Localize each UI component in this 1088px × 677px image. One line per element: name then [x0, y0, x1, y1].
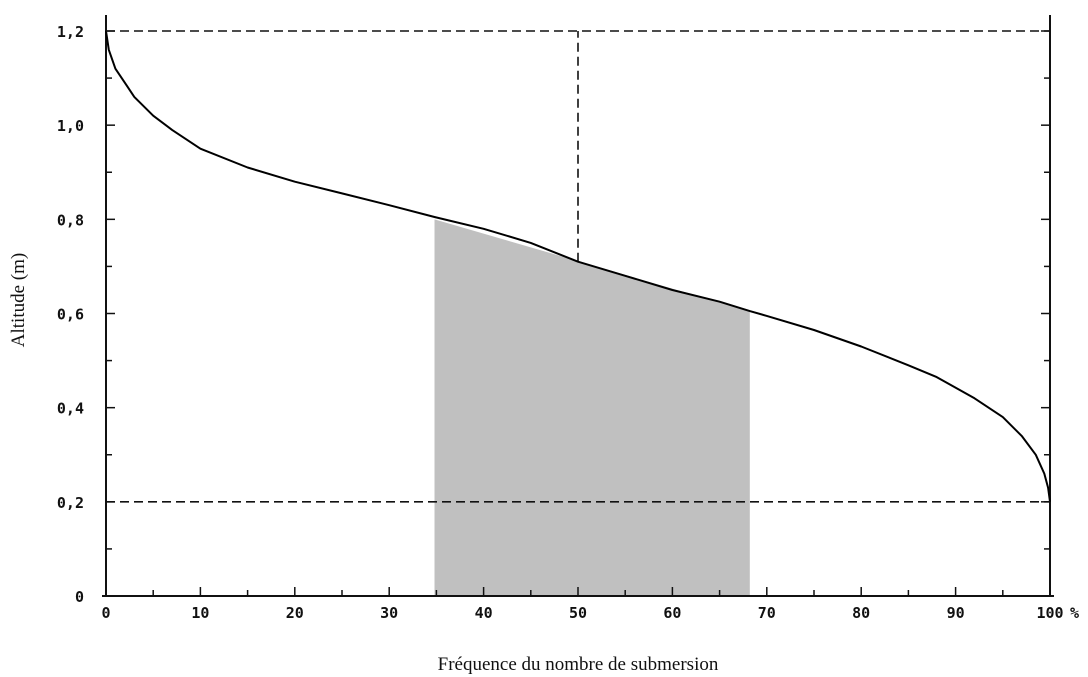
y-tick-label: 0,8: [57, 211, 84, 229]
x-tick-label: 70: [758, 604, 776, 622]
x-tick-label: 30: [380, 604, 398, 622]
y-tick-label: 1,0: [57, 117, 84, 135]
x-tick-label: 0: [101, 604, 110, 622]
x-unit-label: %: [1070, 604, 1079, 622]
x-tick-label: 20: [286, 604, 304, 622]
y-axis-label: Altitude (m): [8, 253, 29, 347]
y-tick-label: 0: [75, 588, 84, 606]
y-tick-label: 0,6: [57, 306, 84, 324]
x-tick-label: 60: [663, 604, 681, 622]
x-tick-label: 80: [852, 604, 870, 622]
x-tick-label: 10: [191, 604, 209, 622]
x-axis-ticks: 0 10 20 30 40 50 60 70 80 90 100%: [101, 587, 1079, 622]
x-tick-label: 100: [1036, 604, 1063, 622]
x-tick-label: 90: [947, 604, 965, 622]
shaded-region-layer: [434, 219, 750, 597]
curve-layer: [105, 30, 1051, 502]
y-tick-label: 0,2: [57, 494, 84, 512]
y-axis-ticks: 0 0,2 0,4 0,6 0,8 1,0 1,2: [57, 23, 1050, 606]
x-tick-label: 50: [569, 604, 587, 622]
y-tick-label: 1,2: [57, 23, 84, 41]
x-axis-label: Fréquence du nombre de submersion: [438, 654, 719, 675]
shaded-region: [434, 219, 750, 597]
submersion-curve: [105, 30, 1051, 502]
x-tick-label: 40: [475, 604, 493, 622]
y-tick-label: 0,4: [57, 400, 84, 418]
reference-lines-layer: [106, 30, 1050, 503]
